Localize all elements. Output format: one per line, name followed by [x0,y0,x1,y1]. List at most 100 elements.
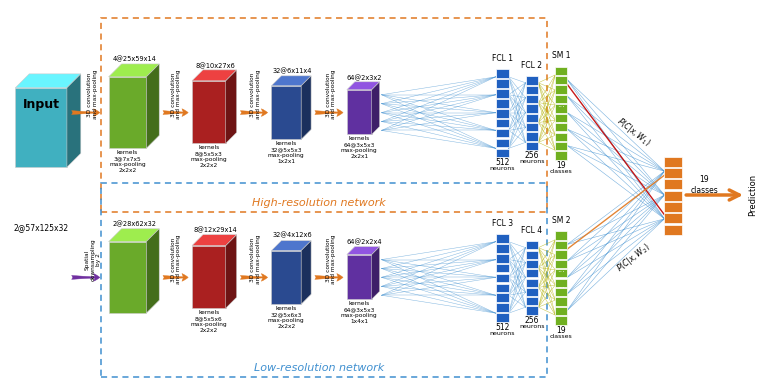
Bar [525,105,538,113]
Polygon shape [271,251,301,304]
Text: kernels
3@7x7x5
max-pooling
2x2x2: kernels 3@7x7x5 max-pooling 2x2x2 [109,150,146,173]
Bar [556,298,567,306]
Text: neurons: neurons [519,324,545,329]
Bar [556,316,567,324]
Bar [496,129,508,137]
Polygon shape [347,82,379,90]
Bar [496,244,508,253]
Polygon shape [109,242,147,313]
Text: 256: 256 [524,151,539,160]
Polygon shape [192,246,226,308]
Polygon shape [347,90,372,135]
Polygon shape [347,246,379,255]
Bar [525,95,538,103]
Text: $P(C|x,W_1)$: $P(C|x,W_1)$ [614,115,653,150]
Text: 2@57x125x32: 2@57x125x32 [14,223,68,232]
Polygon shape [15,88,67,167]
Text: 3D convolution
and max-pooling: 3D convolution and max-pooling [171,70,182,119]
Text: neurons: neurons [489,331,515,336]
Polygon shape [271,86,301,139]
Bar [496,69,508,78]
Text: High-resolution network: High-resolution network [252,198,386,208]
Bar [496,303,508,312]
Bar [525,86,538,94]
Bar [664,225,682,235]
Bar [556,260,567,268]
Bar [525,132,538,140]
Text: FCL 1: FCL 1 [492,54,513,63]
Text: classes: classes [550,333,572,339]
Bar [525,114,538,122]
Bar [496,89,508,98]
Bar [664,157,682,167]
Text: SM 2: SM 2 [552,216,571,225]
Polygon shape [109,64,160,77]
Bar [525,241,538,250]
Bar [556,85,567,94]
Bar [556,269,567,277]
Bar [556,133,567,141]
Bar [525,288,538,296]
Bar [496,313,508,322]
Bar [556,307,567,315]
Text: Input: Input [23,98,59,111]
Text: FCL 2: FCL 2 [521,61,543,70]
Bar [496,79,508,88]
Polygon shape [226,235,236,308]
Text: kernels
32@5x5x3
max-pooling
1x2x1: kernels 32@5x5x3 max-pooling 1x2x1 [268,142,305,164]
Bar [664,168,682,178]
Bar [556,288,567,296]
Text: 32@4x12x6: 32@4x12x6 [272,232,312,239]
Bar [496,274,508,282]
Bar [496,234,508,243]
Text: 19
classes: 19 classes [690,176,718,195]
Bar [556,241,567,249]
Polygon shape [372,246,379,299]
Bar [525,307,538,315]
Text: 3D convolution
and max-pooling: 3D convolution and max-pooling [325,235,337,284]
Bar [556,142,567,150]
Text: FCL 3: FCL 3 [492,219,513,228]
Text: ...: ... [557,281,565,290]
Text: 3D convolution
and max-pooling: 3D convolution and max-pooling [171,235,182,284]
Text: 2@28x62x32: 2@28x62x32 [113,220,157,227]
Polygon shape [109,77,147,148]
Text: 3D convolution
and max-pooling: 3D convolution and max-pooling [250,70,261,119]
Text: 512: 512 [495,158,509,167]
Bar [525,269,538,277]
Text: ...: ... [557,265,565,274]
Text: 3D convolution
and max-pooling: 3D convolution and max-pooling [325,70,337,119]
Bar [496,294,508,302]
Polygon shape [15,74,81,88]
Text: 19: 19 [556,161,566,170]
Polygon shape [147,229,160,313]
Bar [496,254,508,262]
Bar [556,151,567,160]
Polygon shape [301,241,311,304]
Polygon shape [67,74,81,167]
Text: FCL 4: FCL 4 [521,226,543,235]
Bar [556,250,567,259]
Polygon shape [301,76,311,139]
Bar [664,213,682,223]
Bar [556,278,567,287]
Text: 8@12x29x14: 8@12x29x14 [194,227,237,234]
Text: kernels
8@5x5x3
max-pooling
2x2x2: kernels 8@5x5x3 max-pooling 2x2x2 [191,145,227,168]
Polygon shape [147,64,160,148]
Bar [525,142,538,150]
Text: 8@10x27x6: 8@10x27x6 [195,62,235,69]
Text: classes: classes [550,169,572,174]
Bar [496,264,508,273]
Bar [525,251,538,259]
Bar [496,149,508,157]
Text: kernels
8@5x5x6
max-pooling
2x2x2: kernels 8@5x5x6 max-pooling 2x2x2 [191,310,227,333]
Bar [664,179,682,189]
Bar [496,99,508,108]
Text: 512: 512 [495,323,509,332]
Bar [556,95,567,103]
Text: Low-resolution network: Low-resolution network [254,363,384,373]
Text: 3D convolution
and max-pooling: 3D convolution and max-pooling [87,70,98,119]
Text: 32@6x11x4: 32@6x11x4 [273,67,312,74]
Bar [525,260,538,268]
Bar [664,202,682,212]
